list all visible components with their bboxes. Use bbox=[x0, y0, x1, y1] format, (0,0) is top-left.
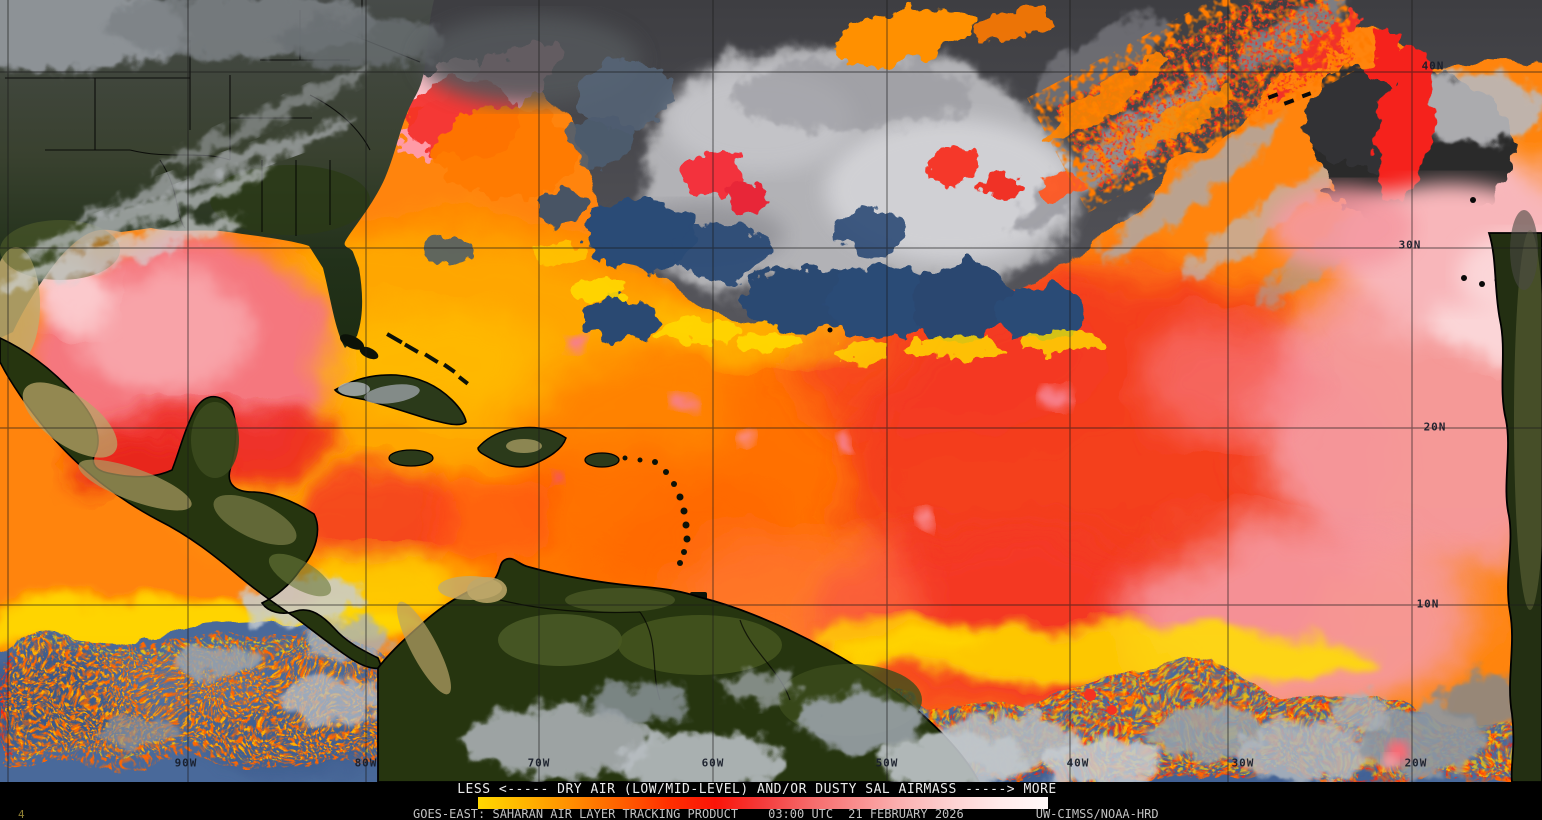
caption: GOES-EAST: SAHARAN AIR LAYER TRACKING PR… bbox=[413, 807, 1159, 820]
bahamas bbox=[339, 332, 469, 386]
warm-pokes-through-cloud bbox=[685, 4, 1084, 213]
jamaica bbox=[388, 449, 434, 467]
moist-blue-patches bbox=[426, 59, 1088, 342]
satellite-imagery bbox=[0, 0, 1542, 801]
puerto-rico bbox=[584, 452, 620, 468]
top-orange-speckle-band bbox=[1027, 0, 1380, 213]
south-america-clouds bbox=[465, 672, 1024, 792]
caption-time: 03:00 UTC bbox=[768, 807, 834, 820]
caption-credit: UW-CIMSS/NOAA-HRD bbox=[1035, 807, 1159, 820]
yellow-fringe-bits bbox=[534, 245, 1102, 362]
frame-number: 4 bbox=[18, 808, 25, 820]
mexico-central-america-land bbox=[0, 337, 384, 670]
africa-land bbox=[1487, 210, 1542, 783]
caption-date: 21 FEBRUARY 2026 bbox=[848, 807, 964, 820]
legend-title: LESS <----- DRY AIR (LOW/MID-LEVEL) AND/… bbox=[457, 782, 1057, 797]
graticule bbox=[0, 0, 1542, 782]
legend-bar: LESS <----- DRY AIR (LOW/MID-LEVEL) AND/… bbox=[0, 782, 1542, 820]
colorbar bbox=[478, 797, 1048, 809]
satellite-map: 40N 30N 20N 10N 90W 80W 70W 60W 50W 40W 30W 20W bbox=[0, 0, 1542, 801]
caption-source: GOES-EAST: SAHARAN AIR LAYER TRACKING PR… bbox=[413, 807, 739, 820]
